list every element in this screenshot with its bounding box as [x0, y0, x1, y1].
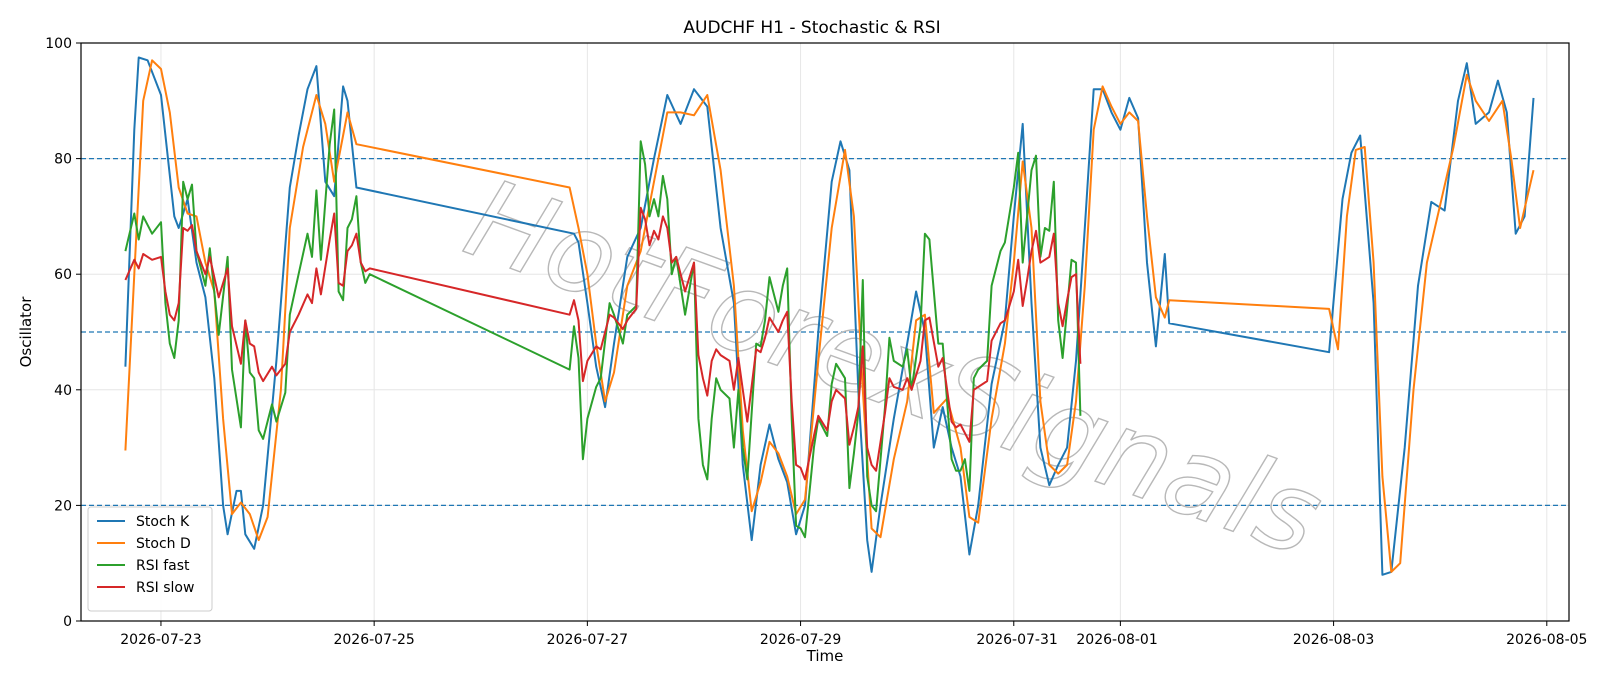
y-axis: 0 20 40 60 80 100 — [45, 36, 81, 630]
x-tick-label: 2026-07-27 — [547, 632, 628, 648]
y-tick-label: 80 — [54, 152, 72, 168]
y-tick-label: 40 — [54, 383, 72, 399]
y-tick-label: 0 — [63, 614, 72, 630]
plot-frame — [80, 42, 1570, 622]
chart-title: AUDCHF H1 - Stochastic & RSI — [683, 18, 940, 38]
y-tick-label: 60 — [54, 267, 72, 283]
series-line-rsi-fast — [124, 108, 1082, 539]
series-lines — [124, 56, 1535, 576]
x-tick-label: 2026-07-23 — [120, 632, 201, 648]
series-line-stoch-d — [124, 59, 1535, 573]
x-tick-label: 2026-08-03 — [1293, 632, 1374, 648]
legend-label-stoch-d: Stoch D — [136, 536, 191, 552]
y-axis-label: Oscillator — [17, 296, 35, 368]
legend-label-rsi-fast: RSI fast — [136, 558, 190, 574]
x-tick-label: 2026-07-25 — [333, 632, 414, 648]
x-axis-label: Time — [806, 647, 844, 665]
legend-box — [87, 506, 213, 612]
legend-label-stoch-k: Stoch K — [136, 514, 190, 530]
y-tick-label: 100 — [45, 36, 72, 52]
x-axis: 2026-07-23 2026-07-25 2026-07-27 2026-07-29… — [120, 621, 1587, 648]
legend-label-rsi-slow: RSI slow — [136, 580, 194, 596]
series-line-stoch-k — [124, 56, 1535, 576]
legend: Stoch K Stoch D RSI fast RSI slow — [87, 506, 213, 612]
y-tick-label: 20 — [54, 498, 72, 514]
x-tick-label: 2026-08-01 — [1076, 632, 1157, 648]
x-tick-label: 2026-07-29 — [760, 632, 841, 648]
x-tick-label: 2026-08-05 — [1506, 632, 1587, 648]
x-tick-label: 2026-07-31 — [976, 632, 1057, 648]
series-line-rsi-slow — [124, 206, 1082, 481]
